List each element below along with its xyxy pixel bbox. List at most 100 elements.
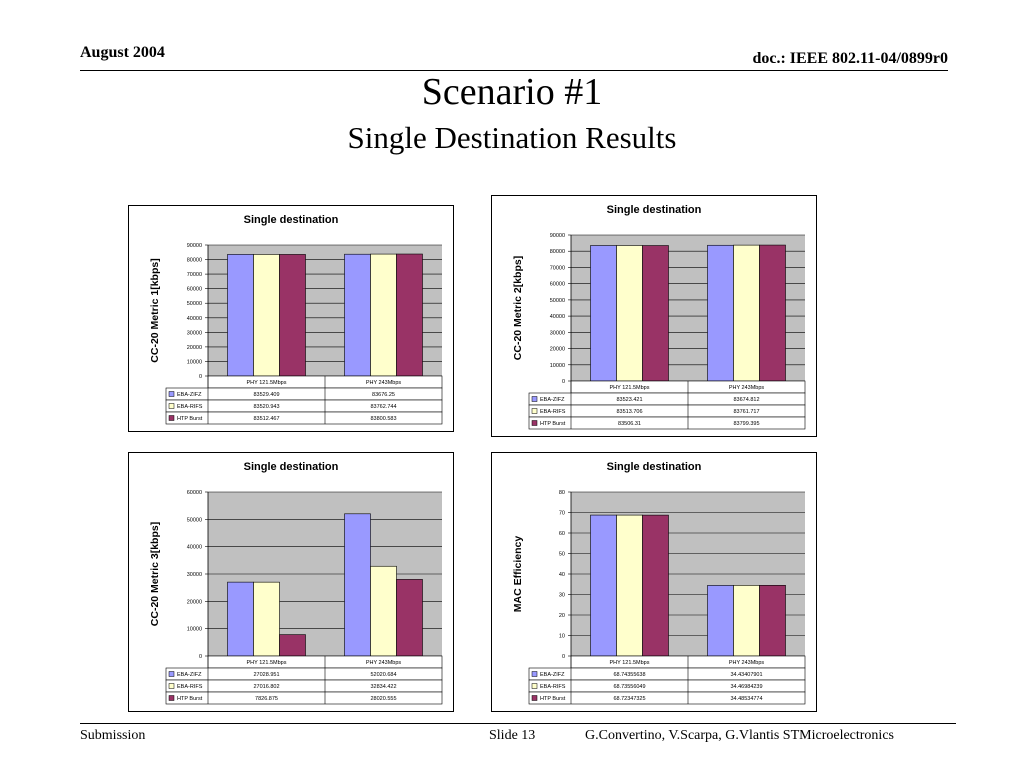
header-divider [80, 70, 948, 71]
bar [279, 634, 306, 657]
bar [396, 253, 423, 377]
footer-authors: G.Convertino, V.Scarpa, G.Vlantis STMicr… [585, 728, 894, 743]
legend-swatch [531, 671, 538, 677]
legend-swatch [168, 403, 175, 409]
category-label: PHY 121.5Mbps [247, 660, 287, 666]
y-tick-label: 40 [559, 572, 565, 578]
y-tick-label: 50000 [187, 517, 202, 523]
chart-metric-3: Single destination CC-20 Metric 3[kbps] 0 1… [128, 452, 454, 712]
data-label: 83506.31 [618, 421, 641, 427]
legend-swatch [168, 671, 175, 677]
bar [707, 585, 734, 657]
chart-metric-2: Single destination CC-20 Metric 2[kbps] 0 1… [491, 195, 817, 437]
chart-title: Single destination [244, 461, 339, 473]
category-label: PHY 121.5Mbps [610, 385, 650, 391]
table-row [528, 416, 806, 430]
y-tick-label: 70000 [550, 265, 565, 271]
table-row [165, 387, 443, 401]
legend-label: EBA-RIFS [540, 409, 566, 415]
slide-subtitle: Single Destination Results [347, 120, 677, 155]
category-label: PHY 243Mbps [366, 380, 402, 386]
table-row [165, 679, 443, 693]
data-label: 68.73556049 [613, 684, 645, 690]
table-row [165, 667, 443, 681]
table-row [528, 404, 806, 418]
category-label: PHY 243Mbps [366, 660, 402, 666]
bar [733, 244, 760, 382]
y-tick-label: 60 [559, 531, 565, 537]
y-tick-label: 80000 [187, 258, 202, 264]
bar [590, 245, 617, 382]
bar [227, 254, 254, 377]
category-label: PHY 121.5Mbps [247, 380, 287, 386]
y-tick-label: 0 [562, 379, 565, 385]
legend-swatch [531, 420, 538, 426]
data-label: 83520.943 [254, 404, 280, 410]
bar [642, 514, 669, 657]
data-label: 68.74355638 [613, 672, 645, 678]
legend-label: HTP Burst [177, 416, 203, 422]
y-tick-label: 30 [559, 593, 565, 599]
y-tick-label: 60000 [187, 287, 202, 293]
y-tick-label: 0 [199, 654, 202, 660]
data-label: 34.46984239 [730, 684, 762, 690]
y-tick-label: 80000 [550, 249, 565, 255]
legend-swatch [531, 396, 538, 402]
bar [616, 514, 643, 657]
y-tick-label: 20000 [187, 345, 202, 351]
y-tick-label: 50000 [550, 298, 565, 304]
legend-swatch [168, 415, 175, 421]
table-row [165, 411, 443, 425]
bar [253, 254, 280, 377]
data-label: 27028.951 [254, 672, 280, 678]
bar [642, 245, 669, 382]
legend-swatch [168, 683, 175, 689]
y-tick-label: 60000 [550, 282, 565, 288]
table-row [165, 399, 443, 413]
data-label: 83799.395 [734, 421, 760, 427]
bar [370, 565, 397, 657]
y-tick-label: 50000 [187, 301, 202, 307]
data-label: 83762.744 [371, 404, 397, 410]
y-tick-label: 40000 [187, 316, 202, 322]
bar [344, 253, 371, 377]
bar [253, 581, 280, 657]
data-label: 52020.684 [371, 672, 397, 678]
y-tick-label: 70 [559, 511, 565, 517]
bar [227, 581, 254, 657]
chart-metric-1: Single destination CC-20 Metric 1[kbps] 0 1… [128, 205, 454, 432]
table-row [165, 691, 443, 705]
y-tick-label: 10000 [550, 363, 565, 369]
chart-title: Single destination [607, 461, 702, 473]
header-date: August 2004 [80, 44, 165, 61]
legend-label: EBA-ZIFZ [540, 397, 565, 403]
legend-label: HTP Burst [177, 696, 203, 702]
legend-label: EBA-ZIFZ [177, 672, 202, 678]
bar [590, 514, 617, 657]
data-label: 32834.422 [371, 684, 397, 690]
chart-svg: Single destination CC-20 Metric 3[kbps] 0 1… [128, 452, 454, 712]
y-tick-label: 30000 [187, 330, 202, 336]
footer-submission: Submission [80, 728, 146, 743]
y-tick-label: 70000 [187, 272, 202, 278]
legend-swatch [531, 683, 538, 689]
y-tick-label: 40000 [550, 314, 565, 320]
legend-label: EBA-RIFS [540, 684, 566, 690]
chart-title: Single destination [607, 204, 702, 216]
y-axis-label: MAC Efficiency [512, 536, 524, 613]
header-doc-id: doc.: IEEE 802.11-04/0899r0 [752, 50, 948, 67]
legend-label: HTP Burst [540, 696, 566, 702]
y-tick-label: 60000 [187, 490, 202, 496]
y-tick-label: 30000 [550, 330, 565, 336]
chart-svg: Single destination CC-20 Metric 1[kbps] 0 1… [128, 205, 454, 432]
bar [344, 513, 371, 657]
y-tick-label: 30000 [187, 572, 202, 578]
data-label: 34.43407901 [730, 672, 762, 678]
y-tick-label: 10 [559, 634, 565, 640]
data-label: 83523.421 [617, 397, 643, 403]
chart-title: Single destination [244, 214, 339, 226]
data-label: 27016.802 [254, 684, 280, 690]
legend-swatch [168, 695, 175, 701]
legend-swatch [531, 695, 538, 701]
y-tick-label: 20000 [550, 347, 565, 353]
